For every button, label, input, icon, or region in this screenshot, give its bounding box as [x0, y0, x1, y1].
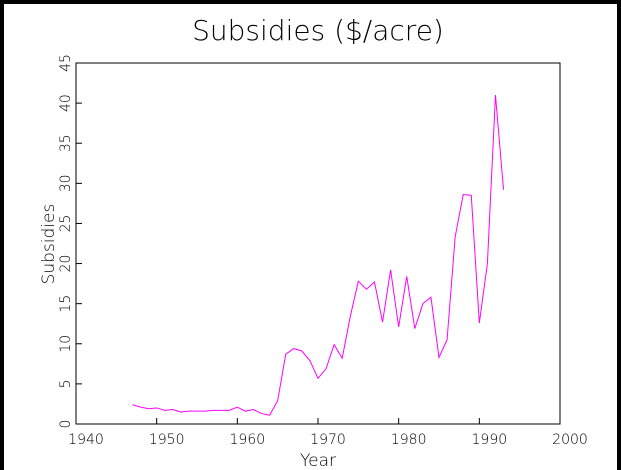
y-tick-label: 35 [58, 134, 74, 152]
y-tick-label: 25 [58, 215, 74, 233]
x-tick-label: 1980 [391, 432, 427, 448]
plot-frame [75, 62, 561, 425]
x-tick-label: 1950 [149, 432, 185, 448]
chart-title: Subsidies ($/acre) [192, 14, 444, 47]
x-tick-label: 1940 [68, 432, 104, 448]
x-tick-label: 1960 [230, 432, 266, 448]
y-tick-label: 30 [58, 174, 74, 192]
y-tick-label: 40 [58, 94, 74, 112]
y-tick-label: 10 [58, 335, 74, 353]
y-tick-label: 0 [58, 420, 74, 429]
x-axis-label: Year [300, 451, 336, 470]
y-tick-label: 20 [58, 255, 74, 273]
x-tick-label: 2000 [552, 432, 588, 448]
x-tick-label: 1970 [310, 432, 346, 448]
y-tick-label: 5 [58, 379, 74, 388]
data-line [132, 95, 505, 416]
y-tick-label: 45 [58, 54, 74, 72]
y-axis-label: Subsidies [39, 204, 59, 285]
x-tick-label: 1990 [472, 432, 508, 448]
y-tick-label: 15 [58, 295, 74, 313]
